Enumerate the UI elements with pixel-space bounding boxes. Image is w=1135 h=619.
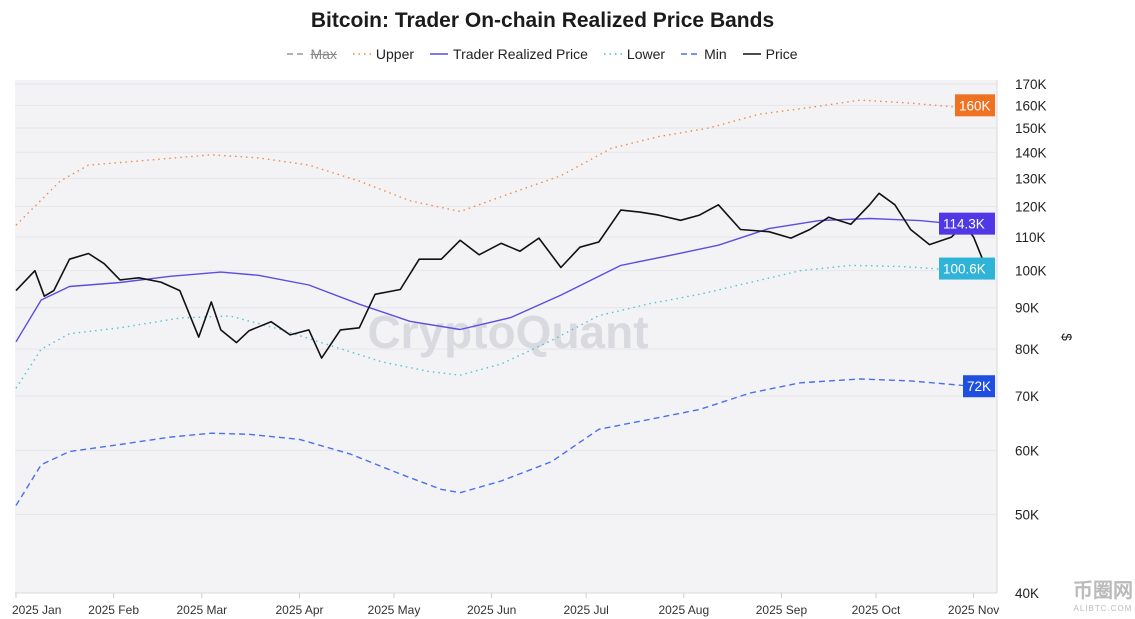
legend-label: Lower	[626, 46, 666, 62]
last-value-badge	[963, 375, 995, 398]
series-line-price	[15, 192, 984, 359]
y-axis-label: $	[1059, 333, 1074, 341]
last-value-badge-label: 114.3K	[943, 217, 985, 232]
y-tick-label: 70K	[1015, 389, 1039, 404]
site-watermark: 币圈网 ALIBTC.COM	[1073, 580, 1133, 618]
x-tick-label: 2025 Jun	[467, 603, 516, 617]
legend-label: Upper	[375, 46, 415, 62]
last-value-badge-label: 72K	[967, 379, 991, 394]
series-line-lower	[15, 264, 984, 389]
legend: Max Upper Trader Realized Price Lower Min Pri…	[0, 46, 1085, 62]
legend-label: Min	[704, 46, 727, 62]
legend-label: Max	[310, 46, 337, 62]
last-value-badge-label: 160K	[959, 98, 991, 113]
y-tick-label: 160K	[1015, 98, 1047, 113]
legend-swatch	[681, 53, 700, 55]
y-tick-label: 110K	[1015, 230, 1046, 245]
y-tick-label: 150K	[1015, 121, 1047, 136]
y-tick-label: 80K	[1015, 342, 1039, 357]
x-tick-label: 2025 May	[368, 603, 421, 617]
x-tick-label: 2025 Jul	[563, 603, 608, 617]
legend-item-lower[interactable]: Lower	[603, 46, 666, 62]
x-tick-label: 2025 Nov	[948, 603, 999, 617]
series-line-min	[15, 378, 984, 506]
x-tick-label: 2025 Jan	[12, 603, 61, 617]
cryptoquant-watermark: CryptoQuant	[367, 306, 648, 358]
plot-area	[15, 80, 997, 593]
y-tick-label: 60K	[1015, 443, 1039, 458]
legend-item-trader-realized-price[interactable]: Trader Realized Price	[430, 46, 588, 62]
x-tick-label: 2025 Mar	[176, 603, 227, 617]
x-tick-label: 2025 Aug	[658, 603, 709, 617]
y-tick-label: 50K	[1015, 508, 1039, 523]
chart-title: Bitcoin: Trader On-chain Realized Price …	[310, 9, 775, 32]
y-tick-label: 40K	[1015, 586, 1039, 601]
x-tick-label: 2025 Apr	[275, 603, 323, 617]
y-tick-label: 130K	[1015, 171, 1047, 186]
y-tick-label: 140K	[1015, 145, 1047, 160]
legend-item-max[interactable]: Max	[287, 46, 337, 62]
last-value-badge	[939, 257, 995, 280]
x-tick-label: 2025 Feb	[88, 603, 139, 617]
series-line-upper	[15, 99, 984, 226]
last-value-badge-label: 100.6K	[943, 262, 986, 277]
legend-label: Price	[765, 46, 798, 62]
y-tick-label: 120K	[1015, 200, 1047, 215]
last-value-badge	[955, 94, 995, 117]
legend-item-price[interactable]: Price	[742, 46, 798, 62]
legend-item-upper[interactable]: Upper	[352, 46, 415, 62]
legend-swatch	[287, 53, 306, 55]
legend-item-min[interactable]: Min	[681, 46, 727, 62]
site-watermark-domain: ALIBTC.COM	[1073, 604, 1133, 613]
legend-swatch	[742, 53, 761, 55]
legend-swatch	[430, 53, 449, 55]
site-watermark-name: 币圈网	[1073, 580, 1133, 602]
y-tick-label: 90K	[1015, 301, 1039, 316]
x-tick-label: 2025 Sep	[756, 603, 808, 617]
y-tick-label: 100K	[1015, 264, 1047, 279]
x-tick-label: 2025 Oct	[852, 603, 901, 617]
legend-label: Trader Realized Price	[453, 46, 588, 62]
last-value-badge	[939, 212, 995, 235]
y-tick-label: 170K	[1015, 77, 1047, 92]
